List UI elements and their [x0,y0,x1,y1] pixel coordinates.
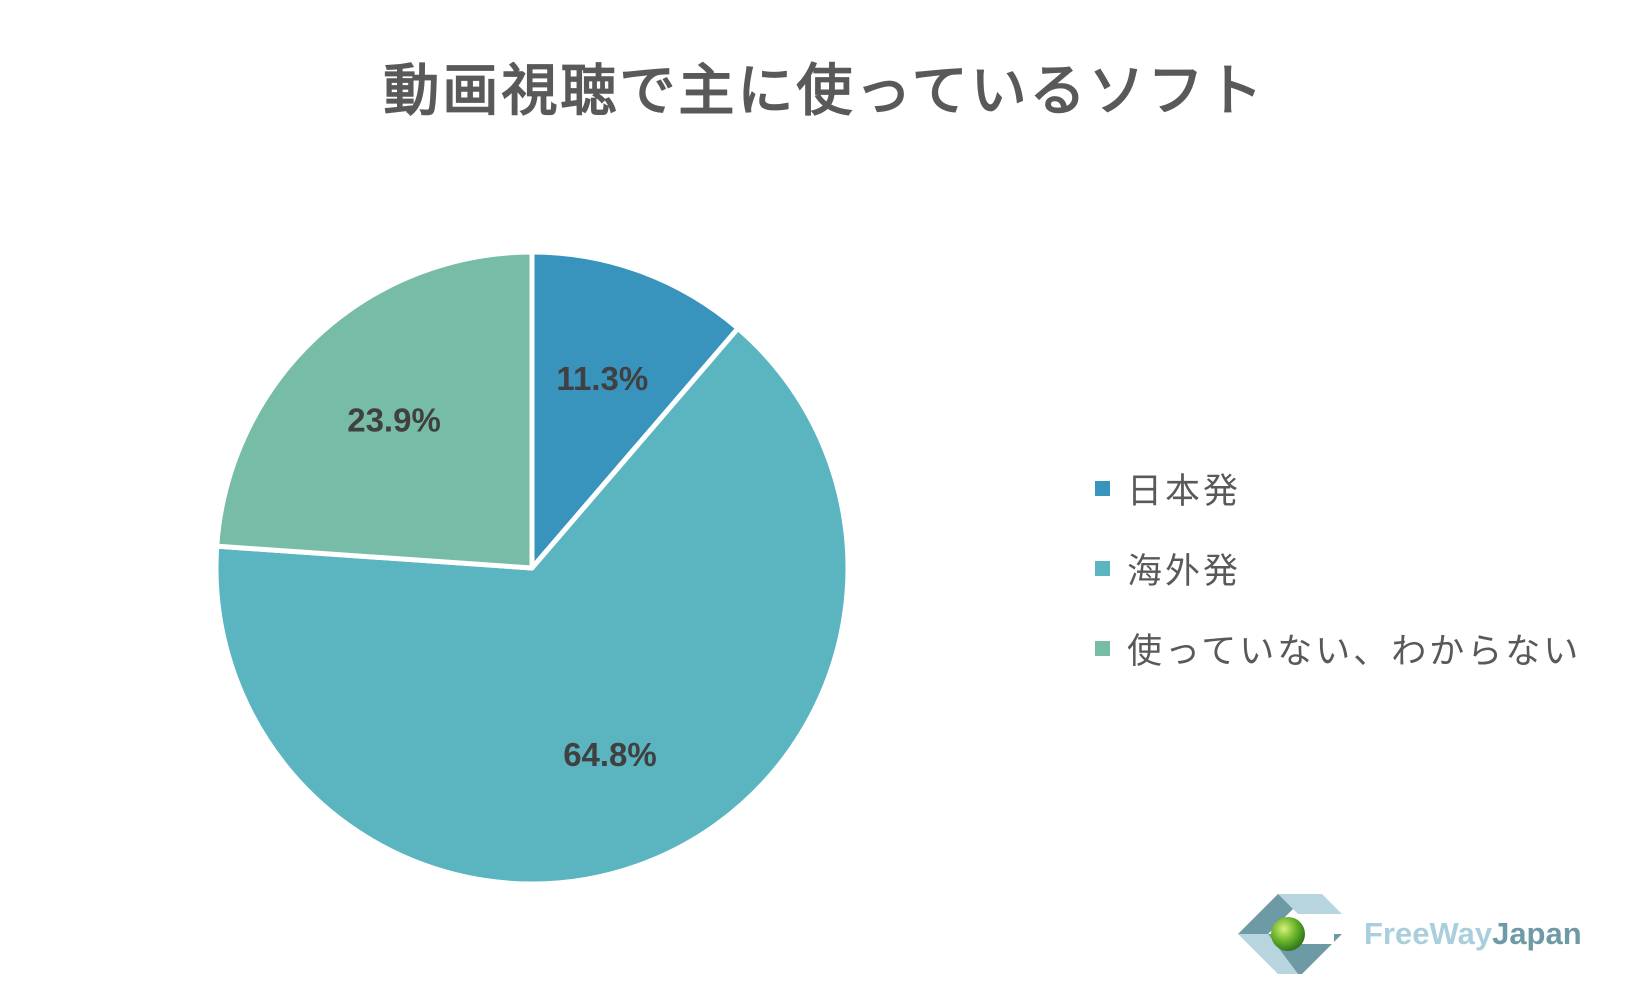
legend-label: 使っていない、わからない [1127,631,1582,672]
pie-slice-0 [529,249,741,571]
chart-title: 動画視聴で主に使っているソフト [383,59,1266,124]
pie-slice-1 [213,325,851,887]
legend-item-none: 使っていない、わからない [1095,628,1581,672]
legend-label: 海外発 [1127,551,1242,592]
logo-text-japan: Japan [1492,916,1582,951]
pie-slice-2 [214,249,535,571]
legend-swatch [1095,480,1110,496]
freewayjapan-logo-icon [1238,894,1342,974]
legend-item-japan: 日本発 [1095,468,1581,512]
legend: 日本発 海外発 使っていない、わからない [1095,468,1581,708]
legend-swatch [1095,640,1110,656]
legend-item-overseas: 海外発 [1095,548,1581,592]
legend-label: 日本発 [1127,471,1242,512]
freewayjapan-logo: FreeWayJapan [1238,888,1582,980]
legend-swatch [1095,560,1110,576]
pie-data-label-1: 64.8% [563,736,657,773]
pie-data-label-2: 23.9% [347,402,441,439]
pie-data-label-0: 11.3% [556,360,648,397]
logo-text-freeway: FreeWay [1364,916,1493,951]
